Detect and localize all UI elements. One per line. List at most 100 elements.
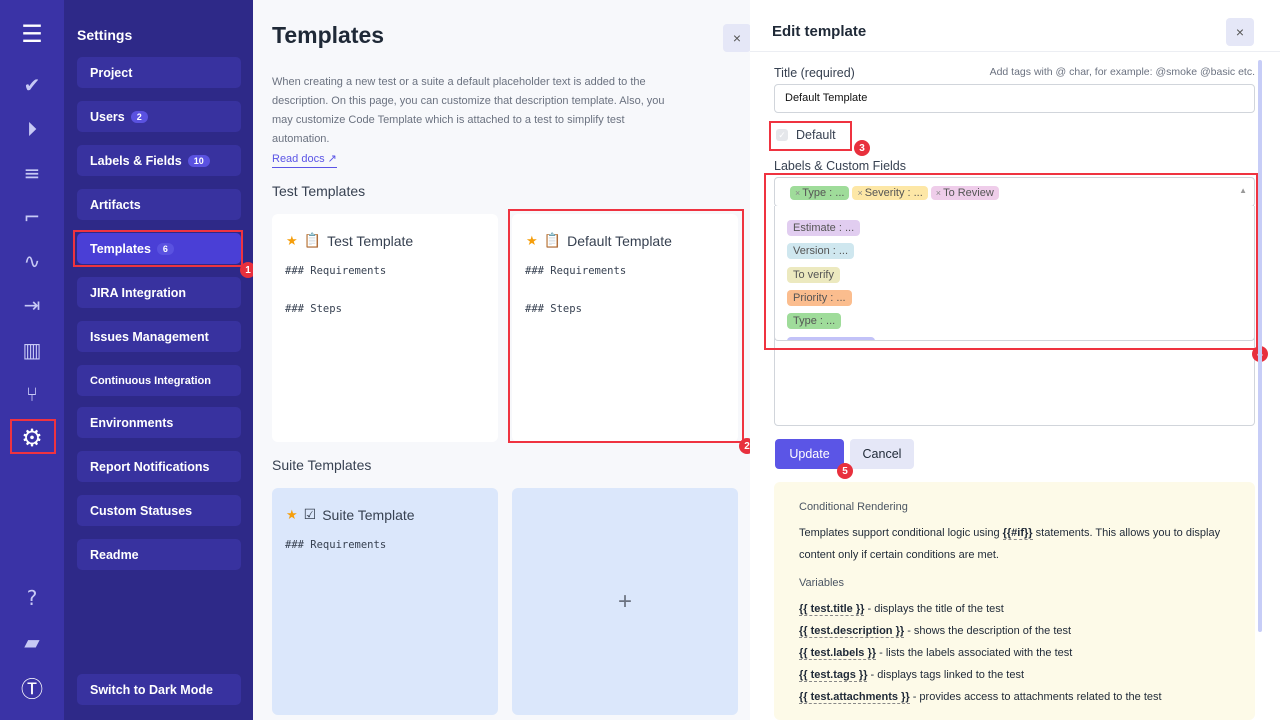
read-docs-link[interactable]: Read docs ↗ xyxy=(272,152,337,168)
selected-label-tag[interactable]: × To Review xyxy=(930,186,999,200)
sidebar-item-label: Continuous Integration xyxy=(90,374,211,387)
sidebar-item[interactable]: Environments xyxy=(77,407,241,438)
sidebar-item-label: Environments xyxy=(90,415,174,430)
cancel-button[interactable]: Cancel xyxy=(850,439,914,469)
label-option[interactable]: Type : ... xyxy=(787,313,842,330)
selected-label-tag[interactable]: × Type : ... xyxy=(790,186,850,200)
caret-up-icon[interactable]: ▲ xyxy=(1239,186,1247,195)
sidebar-item[interactable]: Project xyxy=(77,57,241,88)
checklist-icon[interactable]: ≡ xyxy=(23,161,41,185)
label-option[interactable]: Version : ... xyxy=(787,243,855,260)
selected-label-tag[interactable]: × Severity : ... xyxy=(852,186,928,200)
labels-dropdown: Estimate : ... Version : ... To verify Prio… xyxy=(774,206,1255,341)
variable-item: {{ test.description }} - shows the descr… xyxy=(799,620,1230,642)
template-help-box: Conditional Rendering Templates support … xyxy=(774,482,1255,720)
label-option[interactable]: To verify xyxy=(787,266,840,283)
icon-rail: ☰ ✔ ⏵ ≡ ⌐ ∿ ⇥ ▥ ⑂ ⚙ ? ▰ Ⓣ xyxy=(0,0,64,720)
play-icon[interactable]: ⏵ xyxy=(27,117,37,141)
sidebar-item[interactable]: Issues Management xyxy=(77,321,241,352)
clipboard-icon: 📋 xyxy=(303,232,322,248)
star-icon[interactable]: ★ xyxy=(526,232,538,248)
menu-icon[interactable]: ☰ xyxy=(21,20,43,48)
template-title: Default Template xyxy=(567,232,672,249)
clipboard-icon: 📋 xyxy=(543,232,562,248)
tags-hint: Add tags with @ char, for example: @smok… xyxy=(989,66,1255,78)
labels-label: Labels & Custom Fields xyxy=(774,159,907,173)
check-icon[interactable]: ✔ xyxy=(23,73,41,97)
count-badge: 2 xyxy=(130,110,148,123)
help-paragraph: Templates support conditional logic usin… xyxy=(799,522,1230,566)
branch-icon[interactable]: ⑂ xyxy=(26,382,38,406)
sidebar-item[interactable]: Report Notifications xyxy=(77,451,241,482)
label-option[interactable]: Localization : ... xyxy=(787,336,876,340)
pulse-icon[interactable]: ∿ xyxy=(23,249,41,273)
close-main-button[interactable]: × xyxy=(723,24,751,52)
default-checkbox[interactable]: ✓ Default xyxy=(776,128,836,142)
template-line: ### Steps xyxy=(525,303,582,315)
template-line: ### Steps xyxy=(285,303,342,315)
sidebar-item-label: Readme xyxy=(90,547,139,562)
code-snippet: {{ test.description }} xyxy=(799,625,905,638)
annotation-number: 1 xyxy=(240,262,256,278)
default-label: Default xyxy=(796,128,836,142)
templates-main: Templates When creating a new test or a … xyxy=(253,0,755,720)
template-line: ### Requirements xyxy=(285,539,387,551)
sidebar-item[interactable]: Custom Statuses xyxy=(77,495,241,526)
count-badge: 6 xyxy=(156,242,174,255)
sidebar-item[interactable]: Continuous Integration xyxy=(77,365,241,396)
edit-template-panel: Edit template × Title (required) Add tag… xyxy=(750,0,1280,720)
gear-icon[interactable]: ⚙ xyxy=(21,424,43,452)
template-card[interactable]: ★ 📋 Default Template ### Requirements ### … xyxy=(512,214,738,442)
remove-icon[interactable]: × xyxy=(795,188,801,198)
code-snippet: {{#if}} xyxy=(1002,527,1033,540)
sidebar-item[interactable]: Users 2 xyxy=(77,101,241,132)
sidebar-item-label: Templates xyxy=(90,241,151,256)
star-icon[interactable]: ★ xyxy=(286,232,298,248)
label-option[interactable]: Priority : ... xyxy=(787,289,852,306)
template-title: Test Template xyxy=(327,232,414,249)
annotation-number: 3 xyxy=(854,140,870,156)
close-panel-button[interactable]: × xyxy=(1226,18,1254,46)
star-icon[interactable]: ★ xyxy=(286,506,298,522)
remove-icon[interactable]: × xyxy=(935,188,942,198)
sidebar-item[interactable]: Templates 6 xyxy=(77,233,241,264)
title-input[interactable]: Default Template xyxy=(774,84,1255,113)
sidebar-item[interactable]: Artifacts xyxy=(77,189,241,220)
dark-mode-button[interactable]: Switch to Dark Mode xyxy=(77,674,241,705)
dark-mode-label: Switch to Dark Mode xyxy=(90,682,213,697)
sidebar-item[interactable]: Labels & Fields 10 xyxy=(77,145,241,176)
template-title: Suite Template xyxy=(322,506,415,523)
import-icon[interactable]: ⇥ xyxy=(23,293,41,317)
plus-icon: + xyxy=(617,587,632,615)
suite-template-card[interactable]: ★ ☑ Suite Template ### Requirements xyxy=(272,488,498,715)
checkbox-icon[interactable]: ✓ xyxy=(776,129,788,141)
tag-text: Type : ... xyxy=(802,187,845,199)
label-option[interactable]: Estimate : ... xyxy=(787,220,861,236)
remove-icon[interactable]: × xyxy=(857,188,863,198)
variable-description: - displays tags linked to the test xyxy=(867,669,1025,681)
tag-text: Severity : ... xyxy=(864,187,923,199)
help-icon[interactable]: ? xyxy=(26,586,38,610)
template-line: ### Requirements xyxy=(525,265,627,277)
help-text: Templates support conditional logic usin… xyxy=(799,527,1003,539)
add-template-button[interactable]: + xyxy=(512,488,738,715)
update-button[interactable]: Update xyxy=(775,439,844,469)
logo-icon[interactable]: Ⓣ xyxy=(20,678,43,703)
folder-icon[interactable]: ▰ xyxy=(24,630,40,654)
checkbox-icon: ☑ xyxy=(303,506,317,522)
panel-scrollbar[interactable] xyxy=(1258,60,1262,632)
sidebar-item[interactable]: JIRA Integration xyxy=(77,277,241,308)
panel-title: Edit template xyxy=(772,23,867,40)
help-text: statements. This allows you to display c… xyxy=(799,527,1221,561)
test-templates-heading: Test Templates xyxy=(272,183,366,199)
stairs-icon[interactable]: ⌐ xyxy=(23,205,41,229)
chart-icon[interactable]: ▥ xyxy=(22,338,42,362)
sidebar-item-label: Issues Management xyxy=(90,329,209,344)
help-heading: Variables xyxy=(799,577,845,589)
template-card[interactable]: ★ 📋 Test Template ### Requirements ### Ste… xyxy=(272,214,498,442)
labels-select[interactable]: × Type : ... × Severity : ... × To Review ▲ xyxy=(774,177,1255,207)
sidebar-item[interactable]: Readme xyxy=(77,539,241,570)
variable-item: {{ test.attachments }} - provides access… xyxy=(799,686,1230,708)
annotation-number: 5 xyxy=(837,463,853,479)
code-snippet: {{ test.attachments }} xyxy=(799,691,910,704)
